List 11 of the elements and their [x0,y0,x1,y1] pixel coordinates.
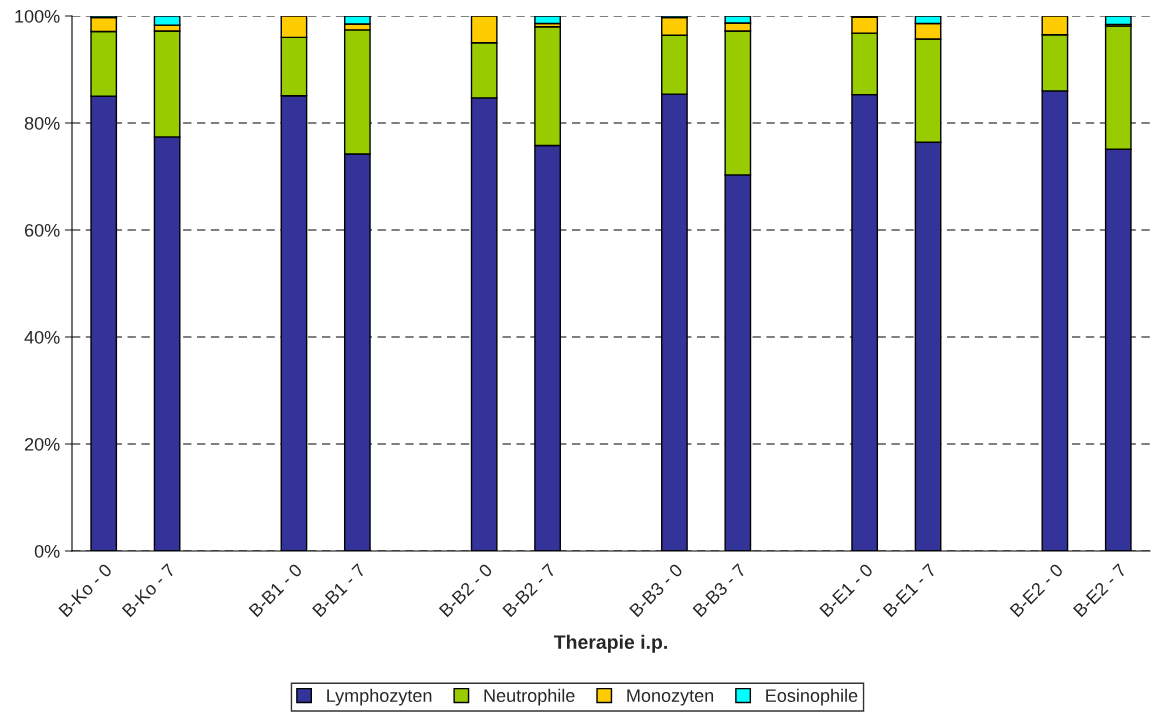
x-axis-title: Therapie i.p. [553,634,667,653]
y-tick-label: 20% [24,437,60,451]
y-tick-label: 80% [24,116,60,130]
y-tick-label: 100% [15,9,60,23]
y-tick-label: 40% [24,330,60,344]
y-tick-label: 60% [24,223,60,237]
legend-label: Eosinophile [766,688,858,706]
legend-label: Monozyten [627,689,714,706]
legend-label: Neutrophile [484,688,575,706]
legend-label: Lymphozyten [327,688,432,706]
y-tick-label: 0% [34,544,60,558]
